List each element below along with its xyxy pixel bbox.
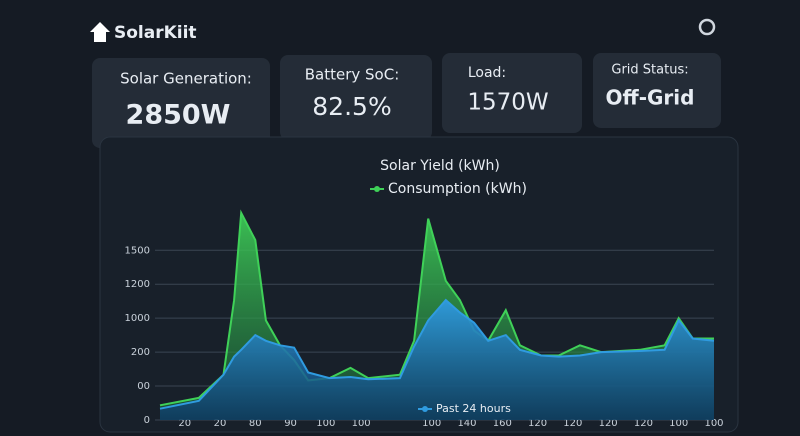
legend-label: Consumption (kWh) bbox=[388, 181, 527, 197]
legend-label: Past 24 hours bbox=[436, 402, 511, 415]
x-tick-label: 120 bbox=[634, 418, 653, 429]
card-value: 2850W bbox=[126, 100, 231, 131]
brand: SolarKiit bbox=[114, 23, 197, 43]
y-tick-label: 1000 bbox=[125, 313, 150, 324]
settings-icon[interactable] bbox=[698, 18, 716, 36]
x-tick-label: 100 bbox=[422, 418, 441, 429]
x-tick-label: 120 bbox=[599, 418, 618, 429]
card-value: 1570W bbox=[467, 90, 548, 116]
legend-marker bbox=[422, 406, 428, 412]
x-tick-label: 100 bbox=[669, 418, 688, 429]
x-tick-label: 80 bbox=[249, 418, 262, 429]
x-tick-label: 100 bbox=[316, 418, 335, 429]
y-tick-label: 200 bbox=[131, 347, 150, 358]
card-label: Solar Generation: bbox=[120, 70, 252, 88]
line bbox=[159, 298, 715, 410]
y-tick-label: 00 bbox=[137, 381, 150, 392]
logo-icon bbox=[90, 22, 110, 42]
x-tick-label: 140 bbox=[457, 418, 476, 429]
card[interactable] bbox=[593, 53, 721, 128]
card[interactable] bbox=[280, 55, 432, 140]
y-tick-label: 0 bbox=[144, 415, 150, 426]
card-label: Grid Status: bbox=[611, 63, 688, 78]
x-tick-label: 160 bbox=[493, 418, 512, 429]
area bbox=[160, 300, 714, 420]
x-tick-label: 20 bbox=[214, 418, 227, 429]
x-tick-label: 120 bbox=[528, 418, 547, 429]
x-tick-label: 90 bbox=[284, 418, 297, 429]
x-tick-label: 100 bbox=[704, 418, 723, 429]
chart-title: Solar Yield (kWh) bbox=[380, 158, 500, 174]
card-label: Load: bbox=[468, 65, 506, 81]
card-label: Battery SoC: bbox=[305, 66, 400, 84]
x-tick-label: 100 bbox=[352, 418, 371, 429]
x-tick-label: 120 bbox=[563, 418, 582, 429]
y-tick-label: 1200 bbox=[125, 279, 150, 290]
card-value: Off-Grid bbox=[606, 86, 695, 110]
legend-marker bbox=[374, 186, 380, 192]
y-tick-label: 1500 bbox=[125, 245, 150, 256]
x-tick-label: 20 bbox=[178, 418, 191, 429]
card[interactable] bbox=[92, 58, 270, 148]
card-value: 82.5% bbox=[312, 92, 391, 121]
card[interactable] bbox=[442, 53, 582, 133]
